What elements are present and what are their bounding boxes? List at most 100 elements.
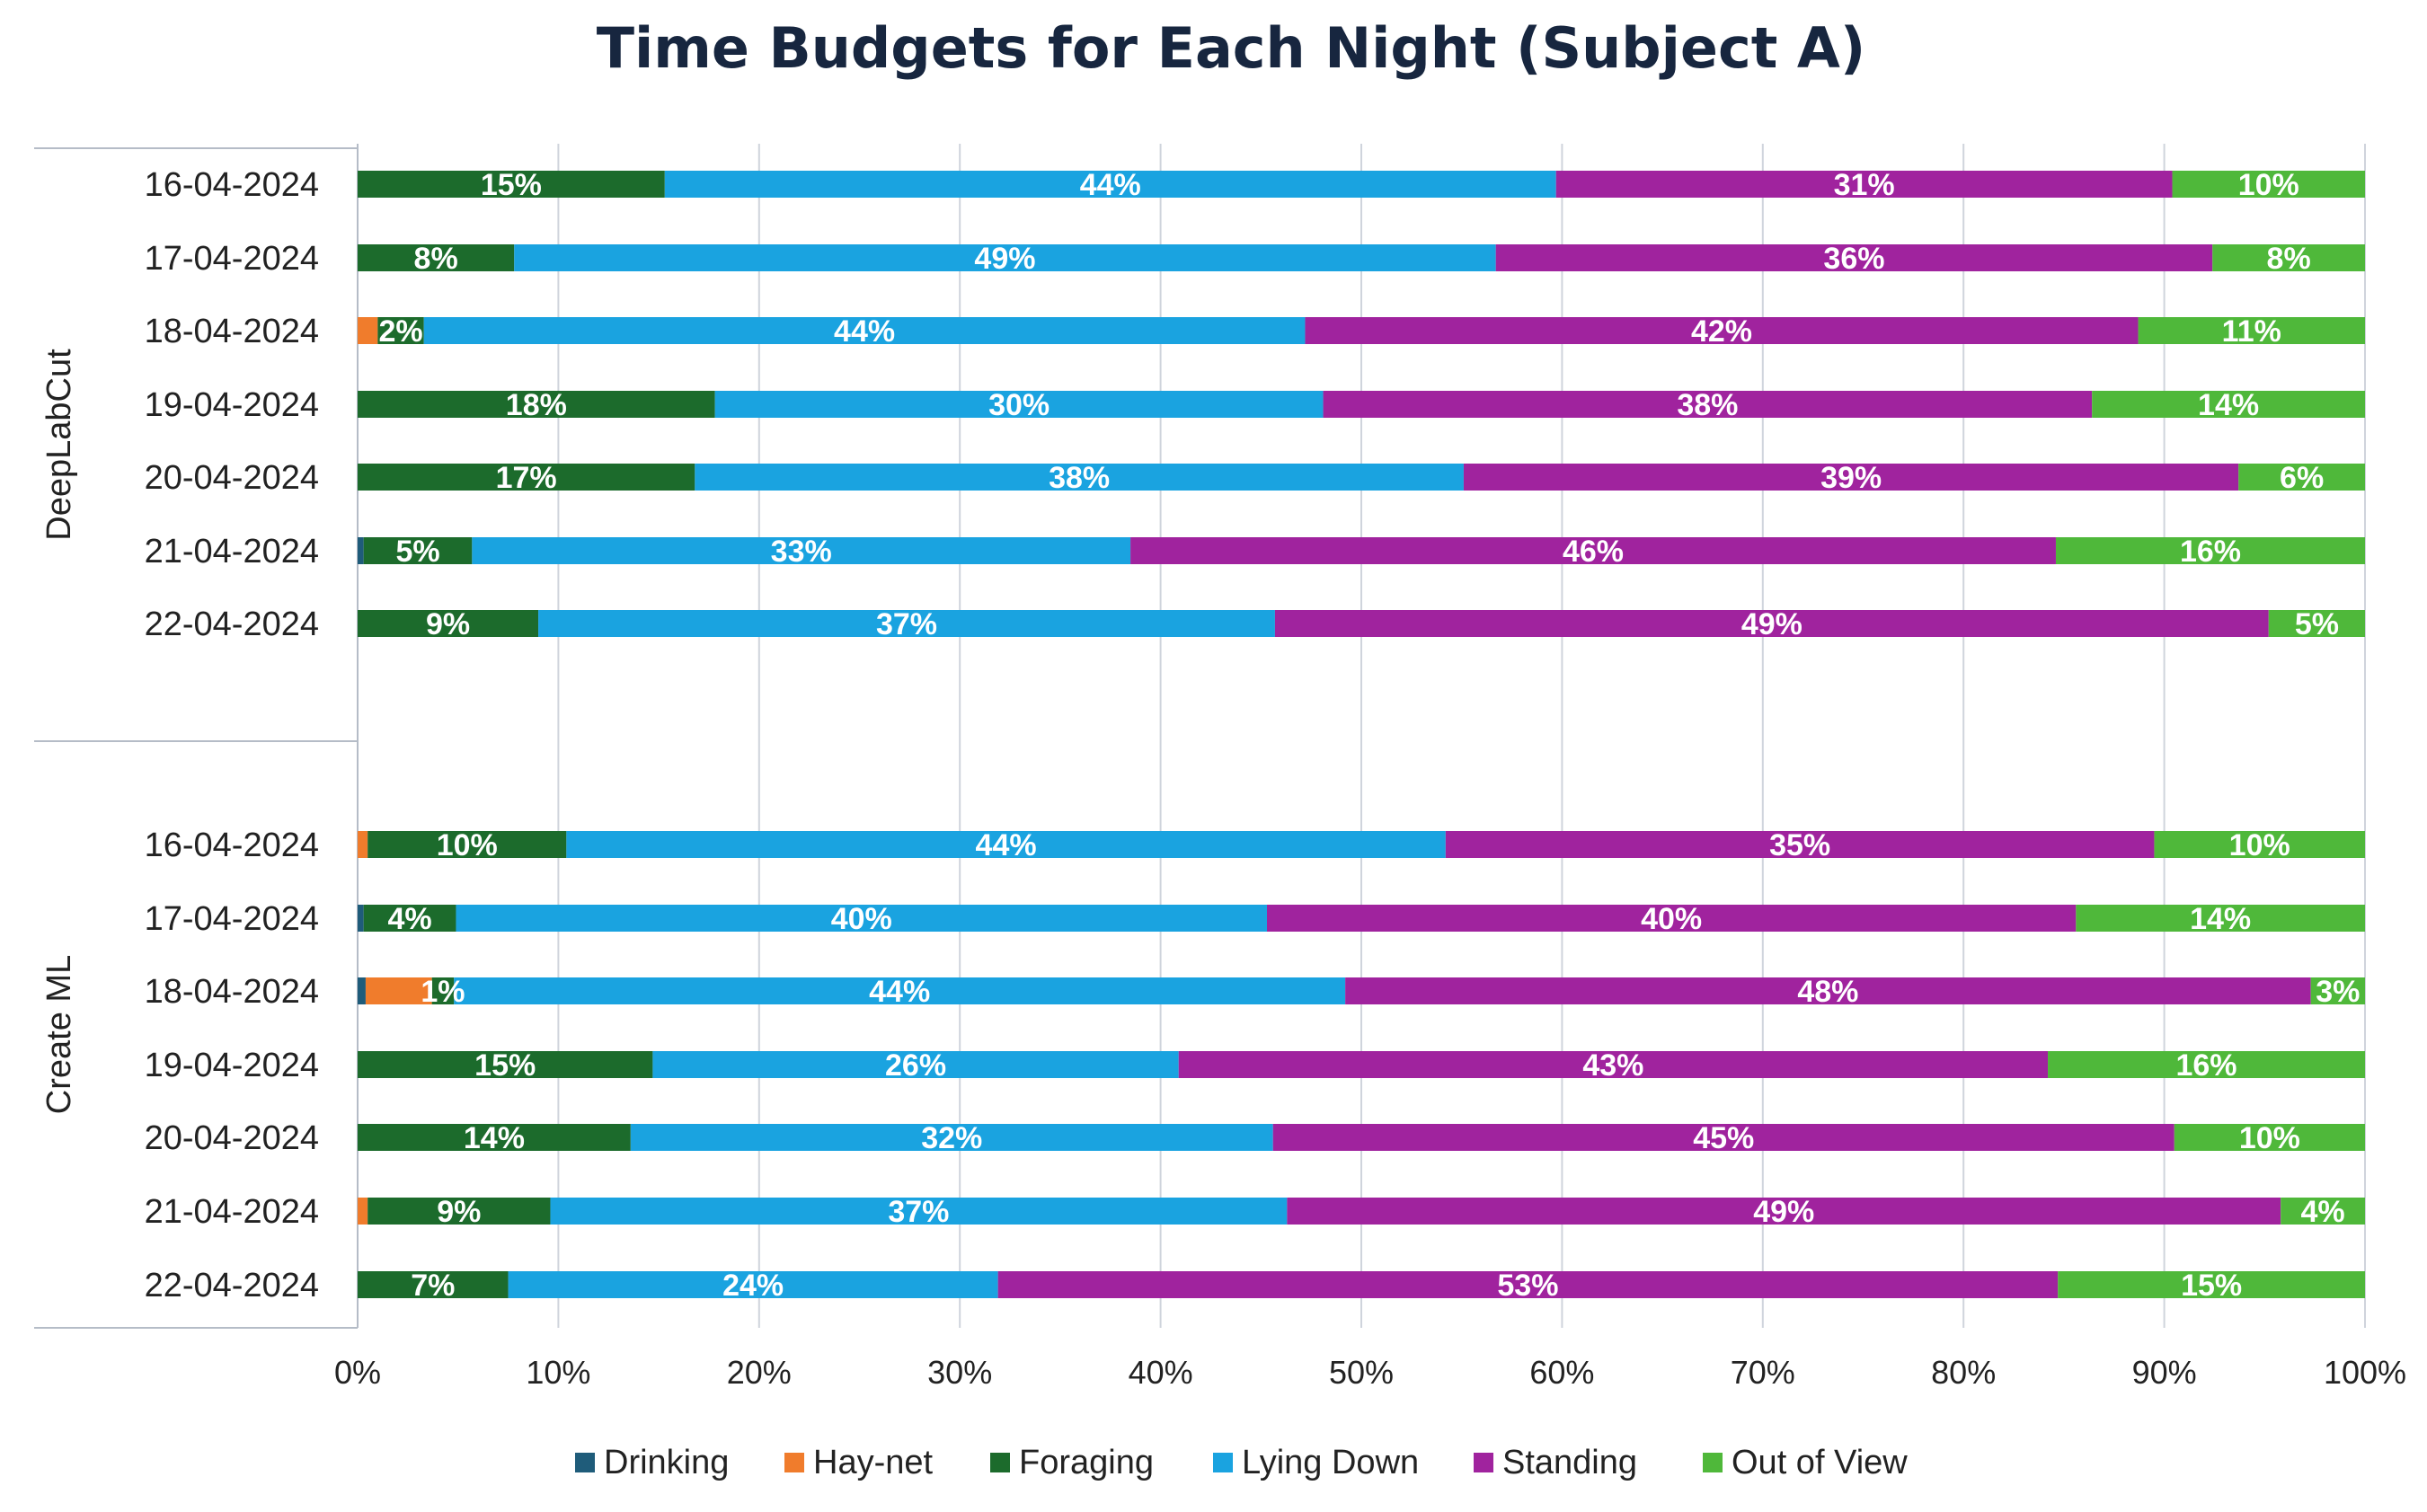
group-label: DeepLabCut: [40, 349, 78, 541]
data-label: 8%: [414, 242, 458, 276]
bar-segment-out-of-view[interactable]: [2055, 537, 2365, 564]
bar-segment-standing[interactable]: [1345, 977, 2311, 1004]
bar-segment-lying-down[interactable]: [652, 1051, 1179, 1078]
bar-segment-drinking[interactable]: [358, 905, 364, 932]
bar-segment-hay-net[interactable]: [358, 831, 368, 858]
bar-segment-foraging[interactable]: [358, 1271, 509, 1298]
legend-item[interactable]: Standing: [1474, 1444, 1637, 1481]
legend-item[interactable]: Drinking: [575, 1444, 729, 1481]
legend-label: Drinking: [604, 1444, 729, 1481]
bar-segment-lying-down[interactable]: [514, 244, 1496, 271]
legend[interactable]: Drinking Hay-net Foraging Lying Down Standin…: [575, 1444, 1908, 1481]
bar-segment-lying-down[interactable]: [664, 171, 1556, 198]
bar-segment-foraging[interactable]: [358, 610, 539, 637]
bar-segment-lying-down[interactable]: [550, 1198, 1288, 1225]
data-label: 49%: [974, 242, 1035, 276]
bar-segment-lying-down[interactable]: [630, 1124, 1273, 1151]
bar-segment-out-of-view[interactable]: [2238, 464, 2365, 491]
bar-segment-drinking[interactable]: [358, 977, 366, 1004]
bar-segment-out-of-view[interactable]: [2174, 1124, 2365, 1151]
category-label: 20-04-2024: [145, 459, 319, 497]
legend-item[interactable]: Lying Down: [1213, 1444, 1419, 1481]
data-label: 44%: [869, 975, 930, 1009]
bar-segment-foraging[interactable]: [377, 317, 424, 344]
bar-segment-out-of-view[interactable]: [2310, 977, 2365, 1004]
legend-swatch: [575, 1453, 595, 1472]
bar-segment-hay-net[interactable]: [358, 317, 378, 344]
bar-segment-drinking[interactable]: [358, 537, 364, 564]
bar-segment-lying-down[interactable]: [508, 1271, 998, 1298]
bar-segment-foraging[interactable]: [358, 464, 695, 491]
legend-swatch: [784, 1453, 804, 1472]
bar-segment-standing[interactable]: [1178, 1051, 2049, 1078]
bar-segment-standing[interactable]: [1495, 244, 2213, 271]
bar-segment-standing[interactable]: [1130, 537, 2056, 564]
legend-swatch: [990, 1453, 1010, 1472]
data-label: 53%: [1497, 1269, 1558, 1303]
bar-segment-lying-down[interactable]: [472, 537, 1131, 564]
bar-segment-out-of-view[interactable]: [2092, 391, 2365, 418]
legend-swatch: [1703, 1453, 1723, 1472]
bar-segment-lying-down[interactable]: [566, 831, 1446, 858]
data-label: 8%: [2267, 242, 2311, 276]
bar-segment-out-of-view[interactable]: [2154, 831, 2365, 858]
bar-segment-foraging[interactable]: [358, 171, 665, 198]
bar-segment-lying-down[interactable]: [423, 317, 1306, 344]
bar-segment-out-of-view[interactable]: [2281, 1198, 2365, 1225]
bar-segment-standing[interactable]: [1323, 391, 2093, 418]
bar-segment-out-of-view[interactable]: [2058, 1271, 2365, 1298]
bar-segment-hay-net[interactable]: [358, 1198, 368, 1225]
data-label: 9%: [426, 607, 470, 641]
data-label: 2%: [378, 314, 422, 349]
legend-item[interactable]: Hay-net: [784, 1444, 933, 1481]
bar-segment-standing[interactable]: [1305, 317, 2139, 344]
bar-segment-out-of-view[interactable]: [2138, 317, 2365, 344]
bar-segment-foraging[interactable]: [368, 831, 567, 858]
category-label: 16-04-2024: [145, 166, 319, 204]
bar-segment-foraging[interactable]: [363, 905, 456, 932]
bars: 15% 44% 31% 10% 8% 49% 36% 8% 2% 44% 42% 11% 18% 30% 3…: [358, 168, 2365, 1303]
chart-title: Time Budgets for Each Night (Subject A): [597, 15, 1866, 81]
legend-swatch: [1213, 1453, 1233, 1472]
bar-segment-foraging[interactable]: [358, 244, 515, 271]
bar-segment-lying-down[interactable]: [714, 391, 1324, 418]
bar-segment-out-of-view[interactable]: [2172, 171, 2365, 198]
bar-segment-out-of-view[interactable]: [2076, 905, 2365, 932]
data-label: 44%: [976, 828, 1037, 862]
data-label: 49%: [1741, 607, 1803, 641]
bar-segment-standing[interactable]: [1445, 831, 2155, 858]
bar-segment-standing[interactable]: [1555, 171, 2173, 198]
bar-segment-lying-down[interactable]: [695, 464, 1464, 491]
bar-segment-lying-down[interactable]: [456, 905, 1268, 932]
bar-segment-foraging[interactable]: [358, 1051, 653, 1078]
bar-segment-foraging[interactable]: [363, 537, 473, 564]
legend-item[interactable]: Out of View: [1703, 1444, 1908, 1481]
bar-segment-out-of-view[interactable]: [2212, 244, 2365, 271]
data-label: 37%: [876, 607, 937, 641]
bar-segment-foraging[interactable]: [431, 977, 455, 1004]
bar-segment-standing[interactable]: [1287, 1198, 2281, 1225]
legend-item[interactable]: Foraging: [990, 1444, 1154, 1481]
x-tick-label: 90%: [2132, 1354, 2197, 1391]
bar-segment-lying-down[interactable]: [454, 977, 1346, 1004]
bar-segment-out-of-view[interactable]: [2268, 610, 2365, 637]
bar-segment-out-of-view[interactable]: [2048, 1051, 2365, 1078]
bar-segment-hay-net[interactable]: [365, 977, 432, 1004]
data-label: 16%: [2180, 535, 2241, 569]
data-label: 40%: [1641, 902, 1702, 936]
bar-segment-lying-down[interactable]: [538, 610, 1275, 637]
bar-segment-standing[interactable]: [997, 1271, 2059, 1298]
bar-segment-standing[interactable]: [1272, 1124, 2175, 1151]
bar-segment-standing[interactable]: [1463, 464, 2239, 491]
data-label: 38%: [1677, 388, 1738, 422]
bar-segment-foraging[interactable]: [358, 1124, 631, 1151]
data-label: 6%: [2280, 461, 2324, 495]
data-label: 45%: [1693, 1121, 1754, 1155]
bar-segment-standing[interactable]: [1267, 905, 2077, 932]
bar-segment-foraging[interactable]: [358, 391, 715, 418]
category-label: 20-04-2024: [145, 1119, 319, 1157]
bar-segment-foraging[interactable]: [368, 1198, 551, 1225]
category-label: 17-04-2024: [145, 900, 319, 938]
bar-segment-standing[interactable]: [1274, 610, 2269, 637]
